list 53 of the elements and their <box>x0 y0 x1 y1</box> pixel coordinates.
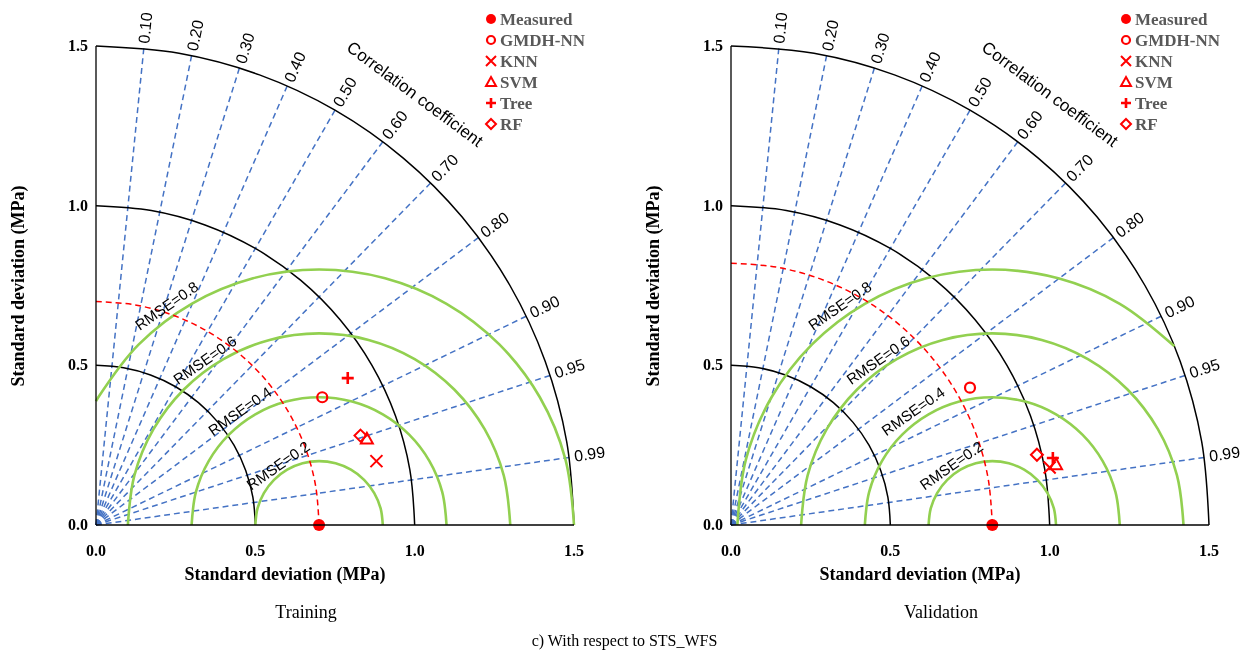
legend-label: Tree <box>500 94 533 113</box>
x-tick-label: 1.5 <box>1199 542 1219 559</box>
annotation: 0.95 <box>1187 355 1223 382</box>
legend-label: Measured <box>500 10 573 29</box>
legend-label: Measured <box>1135 10 1208 29</box>
y-axis-title: Standard deviation (MPa) <box>643 185 664 387</box>
text: c) With respect to STS_WFS <box>531 632 718 650</box>
legend-label: KNN <box>1135 52 1174 71</box>
annotation: 0.90 <box>526 292 563 322</box>
x-axis-title: Standard deviation (MPa) <box>184 564 386 585</box>
x-tick-label: 0.0 <box>86 542 106 559</box>
legend-label: GMDH-NN <box>500 31 586 50</box>
legend-label: RF <box>500 115 523 134</box>
annotation: 0.80 <box>477 208 513 241</box>
y-tick-label: 0.5 <box>703 356 723 374</box>
y-tick-label: 0.0 <box>703 516 723 533</box>
x-tick-label: 1.0 <box>1039 542 1060 559</box>
annotation: 0.40 <box>915 49 945 85</box>
annotation: 0.10 <box>135 11 156 45</box>
x-tick-label: 1.5 <box>564 542 584 559</box>
legend-label: KNN <box>500 52 539 71</box>
legend-label: SVM <box>500 73 538 92</box>
x-tick-label: 0.5 <box>880 542 901 559</box>
annotation: 0.20 <box>818 18 842 53</box>
annotation: 0.70 <box>1062 150 1097 185</box>
text: Training <box>275 602 337 622</box>
text: Validation <box>904 602 978 622</box>
y-tick-label: 0.0 <box>68 516 88 533</box>
annotation: 0.30 <box>867 30 893 66</box>
x-tick-label: 0.0 <box>721 542 741 559</box>
legend-label: Tree <box>1135 94 1168 113</box>
legend-label: GMDH-NN <box>1135 31 1221 50</box>
annotation: 0.99 <box>572 443 607 465</box>
annotation: 0.10 <box>770 11 791 45</box>
annotation: 0.80 <box>1112 208 1148 241</box>
legend-label: RF <box>1135 115 1158 134</box>
y-tick-label: 1.5 <box>703 37 723 54</box>
legend-label: SVM <box>1135 73 1173 92</box>
x-tick-label: 1.0 <box>404 542 425 559</box>
y-tick-label: 1.0 <box>68 196 88 214</box>
y-tick-label: 1.5 <box>68 37 88 54</box>
x-axis-title: Standard deviation (MPa) <box>819 564 1021 585</box>
annotation: 0.99 <box>1207 443 1242 465</box>
annotation: 0.20 <box>183 18 207 53</box>
x-tick-label: 0.5 <box>245 542 266 559</box>
annotation: 0.95 <box>552 355 588 382</box>
annotation: 0.70 <box>427 150 462 185</box>
y-tick-label: 0.5 <box>68 356 88 374</box>
y-tick-label: 1.0 <box>703 196 723 214</box>
annotation: 0.40 <box>280 49 310 85</box>
y-axis-title: Standard deviation (MPa) <box>8 185 29 387</box>
annotation: 0.30 <box>232 30 258 66</box>
annotation: 0.90 <box>1161 292 1198 322</box>
